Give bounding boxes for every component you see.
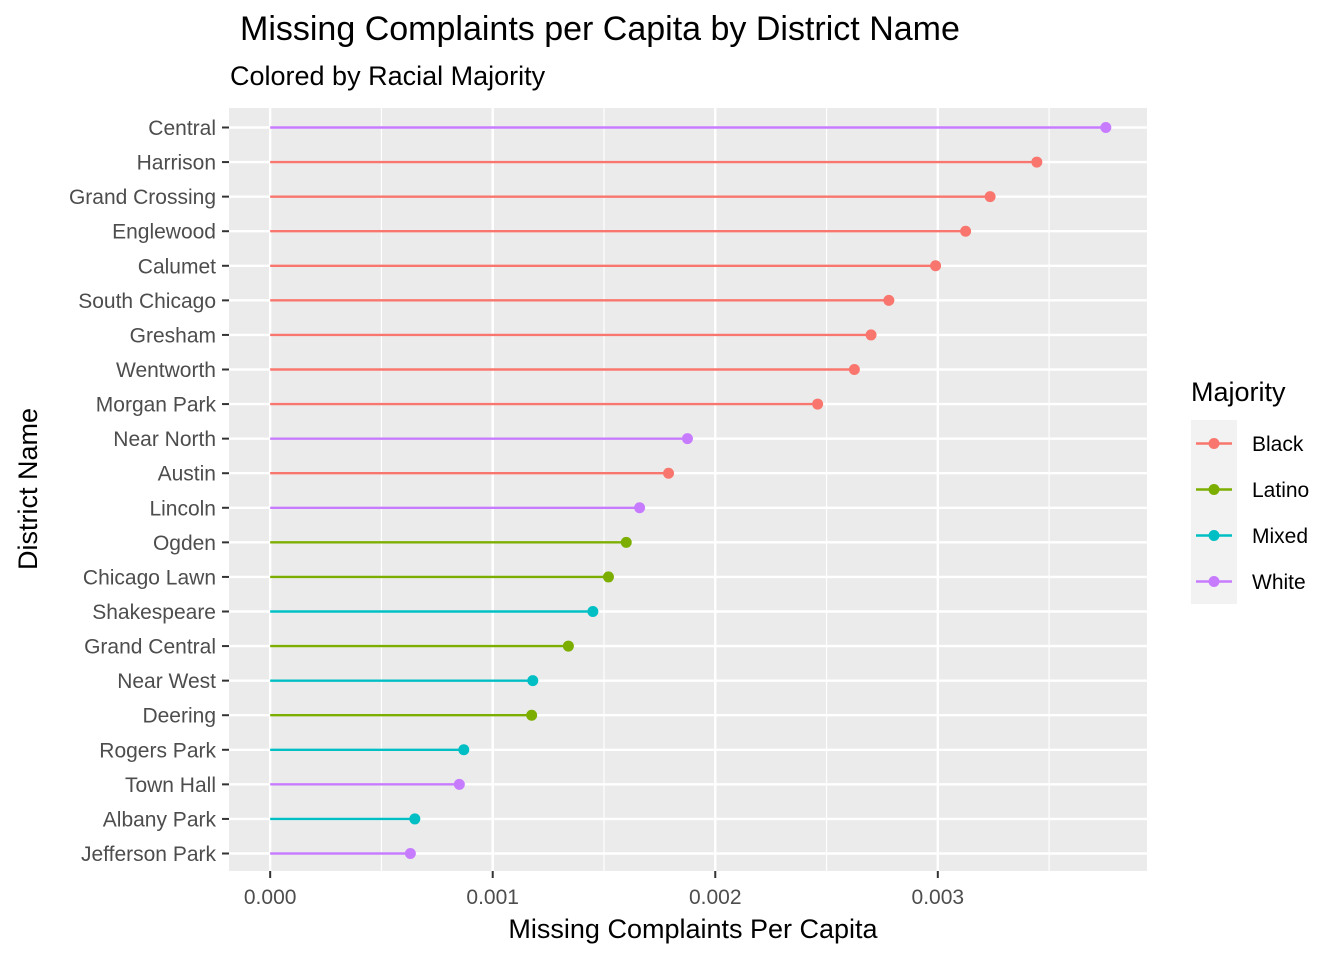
y-axis-title: District Name: [13, 408, 43, 570]
lollipop-point: [409, 813, 421, 825]
chart-subtitle: Colored by Racial Majority: [230, 61, 546, 91]
lollipop-point: [453, 778, 465, 790]
y-tick-label: Englewood: [112, 221, 216, 244]
lollipop-point: [1100, 122, 1112, 133]
y-tick-label: Austin: [158, 463, 216, 486]
lollipop-point: [865, 329, 877, 341]
y-tick-label: South Chicago: [78, 290, 216, 313]
lollipop-point: [1031, 156, 1043, 168]
y-tick-label: Deering: [142, 705, 216, 728]
x-tick-label: 0.003: [912, 886, 965, 909]
y-tick-label: Shakespeare: [92, 601, 216, 624]
minor-gridlines: [380, 108, 1050, 871]
legend-key-point: [1208, 438, 1220, 449]
y-tick-label: Lincoln: [149, 497, 216, 520]
x-axis: 0.000 0.001 0.002 0.003: [244, 871, 964, 909]
y-tick-label: Near West: [117, 670, 216, 693]
lollipop-point: [458, 744, 470, 756]
lollipop-point: [812, 398, 824, 410]
legend-label: Black: [1252, 433, 1304, 456]
y-tick-label: Rogers Park: [99, 739, 216, 762]
lollipop-point: [663, 467, 675, 479]
lollipop-point: [527, 675, 539, 687]
lollipop-point: [602, 571, 614, 583]
y-tick-label: Central: [148, 117, 216, 140]
x-tick-label: 0.000: [244, 886, 297, 909]
y-tick-label: Gresham: [130, 324, 216, 347]
y-tick-label: Near North: [113, 428, 216, 451]
y-tick-label: Calumet: [138, 255, 216, 278]
lollipop-point: [620, 536, 632, 548]
lollipop-point: [587, 606, 599, 617]
plot-panel: [229, 108, 1147, 871]
y-tick-label: Wentworth: [116, 359, 216, 382]
lollipop-point: [883, 294, 895, 306]
x-tick-label: 0.001: [466, 886, 519, 909]
lollipop-point: [984, 191, 996, 203]
y-tick-label: Grand Crossing: [69, 186, 216, 209]
lollipop-segments: [270, 126, 1106, 855]
legend-label: Mixed: [1252, 525, 1308, 548]
legend-key-background: [1191, 420, 1237, 604]
legend-key-point: [1208, 530, 1220, 541]
y-tick-label: Albany Park: [103, 808, 217, 831]
x-axis-title: Missing Complaints Per Capita: [508, 914, 878, 944]
y-tick-label: Harrison: [137, 152, 216, 175]
x-tick-label: 0.002: [689, 886, 742, 909]
y-tick-label: Chicago Lawn: [83, 566, 216, 589]
lollipop-point: [404, 848, 416, 859]
y-tick-label: Ogden: [153, 532, 216, 555]
y-tick-label: Town Hall: [125, 774, 216, 797]
lollipop-point: [960, 225, 972, 237]
lollipop-point: [848, 364, 860, 375]
legend-title: Majority: [1191, 377, 1286, 407]
lollipop-point: [930, 260, 942, 272]
y-axis: Central Harrison Grand Crossing Englewood Ca…: [69, 117, 229, 866]
lollipop-point: [526, 709, 538, 721]
chart-title: Missing Complaints per Capita by Distric…: [240, 10, 960, 48]
lollipop-point: [681, 433, 693, 445]
lollipop-point: [562, 640, 574, 652]
legend: Majority Black Latino Mixed White: [1191, 377, 1309, 604]
legend-label: White: [1252, 571, 1306, 594]
y-tick-label: Grand Central: [84, 636, 216, 659]
legend-key-point: [1208, 576, 1220, 587]
y-tick-label: Morgan Park: [96, 394, 217, 417]
y-tick-label: Jefferson Park: [81, 843, 217, 866]
lollipop-points: [404, 122, 1112, 859]
legend-label: Latino: [1252, 479, 1309, 502]
legend-key-point: [1208, 484, 1220, 495]
lollipop-point: [634, 502, 646, 514]
